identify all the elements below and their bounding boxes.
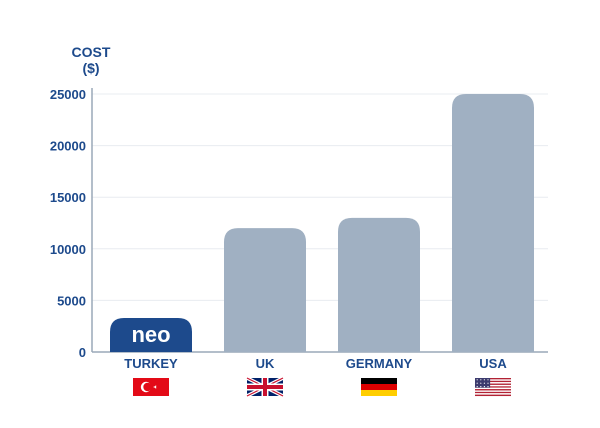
y-axis-title-line-1: COST bbox=[71, 44, 111, 60]
y-tick-label: 25000 bbox=[50, 87, 86, 102]
neo-logo: neo bbox=[131, 322, 170, 347]
y-tick-label: 15000 bbox=[50, 190, 86, 205]
usa-flag-icon bbox=[475, 378, 511, 397]
x-tick-label: TURKEY bbox=[124, 356, 178, 371]
uk-flag-icon bbox=[246, 376, 284, 398]
y-axis-title-line-2: ($) bbox=[82, 60, 100, 76]
turkey-flag-icon bbox=[133, 378, 169, 396]
germany-flag-icon bbox=[361, 378, 397, 396]
bar-uk bbox=[224, 228, 306, 352]
y-tick-label: 0 bbox=[79, 345, 86, 360]
bar-germany bbox=[338, 217, 420, 352]
x-tick-label: USA bbox=[479, 356, 507, 371]
y-tick-label: 5000 bbox=[57, 293, 86, 308]
bar-usa bbox=[452, 94, 534, 352]
x-tick-label: UK bbox=[256, 356, 275, 371]
x-tick-label: GERMANY bbox=[346, 356, 413, 371]
bar-turkey bbox=[110, 317, 192, 352]
y-tick-label: 10000 bbox=[50, 242, 86, 257]
y-tick-label: 20000 bbox=[50, 139, 86, 154]
